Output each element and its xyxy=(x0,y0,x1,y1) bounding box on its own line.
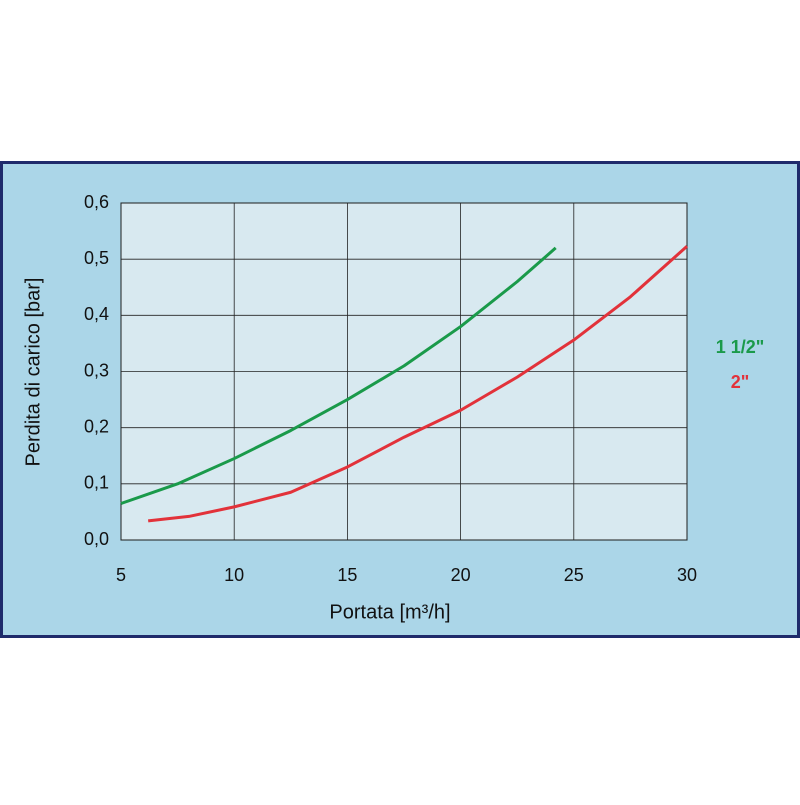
y-tick-label: 0,3 xyxy=(84,360,109,380)
y-tick-label: 0,2 xyxy=(84,416,109,436)
y-tick-label: 0,6 xyxy=(84,192,109,212)
x-tick-label: 30 xyxy=(677,565,697,585)
x-tick-label: 5 xyxy=(116,565,126,585)
legend-label: 2" xyxy=(731,372,750,392)
x-tick-label: 25 xyxy=(564,565,584,585)
y-tick-label: 0,4 xyxy=(84,304,109,324)
y-tick-label: 0,1 xyxy=(84,473,109,493)
x-tick-label: 20 xyxy=(451,565,471,585)
y-axis-label: Perdita di carico [bar] xyxy=(22,278,44,467)
x-axis-label: Portata [m³/h] xyxy=(329,601,450,623)
y-tick-label: 0,0 xyxy=(84,529,109,549)
y-tick-label: 0,5 xyxy=(84,248,109,268)
line xyxy=(148,245,688,523)
legend-label: 1 1/2" xyxy=(716,337,765,357)
line xyxy=(120,246,557,505)
x-tick-label: 10 xyxy=(224,565,244,585)
x-tick-label: 15 xyxy=(337,565,357,585)
